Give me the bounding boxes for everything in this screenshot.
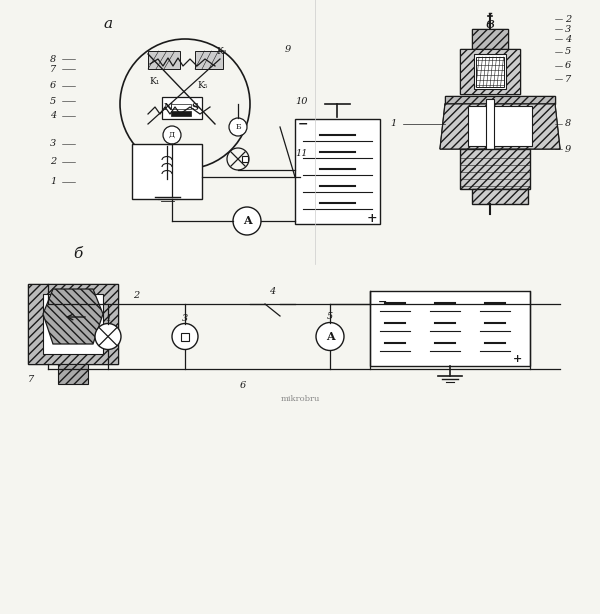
Polygon shape [460,49,520,94]
Bar [195,51,223,69]
Text: 8: 8 [50,55,56,63]
Text: 11: 11 [295,149,308,158]
Text: 5: 5 [327,312,333,321]
Bar [242,156,248,162]
Text: 4: 4 [269,287,275,297]
Bar [474,54,506,89]
Text: 7: 7 [565,74,571,84]
Text: 3: 3 [565,25,571,34]
Text: 3: 3 [50,139,56,149]
Text: б: б [73,247,83,261]
Text: а: а [103,17,113,31]
Text: 1: 1 [105,314,111,323]
Bar [132,144,202,199]
Polygon shape [445,96,555,104]
Bar [28,284,118,364]
Text: 7: 7 [28,375,34,384]
Text: 4: 4 [565,34,571,44]
Text: 4: 4 [50,112,56,120]
Text: 6: 6 [565,61,571,71]
Bar [43,294,103,354]
Text: 7: 7 [50,64,56,74]
Bar [148,51,180,69]
Bar [171,111,191,116]
Text: mikrobru: mikrobru [280,395,320,403]
Bar [486,99,494,159]
Text: 9: 9 [285,44,291,53]
Circle shape [95,324,121,349]
Bar [181,333,189,341]
Circle shape [316,322,344,351]
Text: +: + [513,352,522,363]
Bar [162,97,202,119]
Text: 1: 1 [50,177,56,187]
Bar [476,57,504,87]
Text: S: S [191,104,199,112]
Text: +: + [367,212,377,225]
Polygon shape [28,284,118,364]
Text: 2: 2 [50,158,56,166]
Text: K₅: K₅ [198,82,208,90]
Polygon shape [43,289,103,344]
Circle shape [229,118,247,136]
Circle shape [163,126,181,144]
Text: в: в [485,17,494,31]
Text: 9: 9 [565,144,571,154]
Text: Д: Д [169,131,175,139]
Text: Б: Б [235,123,241,131]
Polygon shape [445,96,555,104]
Bar [370,291,530,366]
Bar [468,106,532,146]
Bar [171,104,191,109]
Bar [460,49,520,94]
Text: 2: 2 [565,15,571,23]
Polygon shape [460,149,530,189]
Text: 6: 6 [50,82,56,90]
Text: N: N [164,104,172,112]
Circle shape [233,207,261,235]
Text: 6: 6 [240,381,246,391]
Text: A: A [242,216,251,227]
Text: 3: 3 [182,314,188,323]
Text: 8: 8 [565,120,571,128]
Bar [295,119,380,224]
Text: K₁: K₁ [150,77,160,87]
Text: −: − [378,295,388,306]
Bar [472,29,508,49]
Text: 2: 2 [133,292,139,300]
Text: A: A [326,331,334,342]
Polygon shape [440,104,560,149]
Polygon shape [440,104,560,149]
Text: 1: 1 [390,120,396,128]
Text: K₂: K₂ [217,47,227,56]
Polygon shape [472,29,508,49]
Text: 5: 5 [565,47,571,56]
Text: 10: 10 [295,98,308,106]
Text: 5: 5 [50,96,56,106]
Bar [472,189,528,204]
Bar [58,364,88,384]
Text: −: − [298,117,308,131]
Circle shape [172,324,198,349]
